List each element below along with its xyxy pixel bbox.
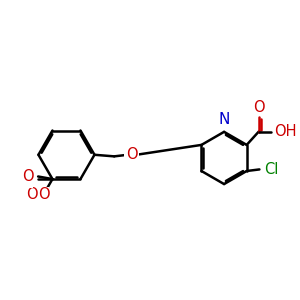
Text: Cl: Cl [264, 162, 279, 177]
Text: O: O [22, 169, 33, 184]
Text: O: O [26, 187, 38, 202]
Text: O: O [253, 100, 265, 115]
Text: N: N [218, 112, 230, 127]
Text: OH: OH [274, 124, 297, 139]
Text: O: O [20, 172, 31, 187]
Text: O: O [38, 187, 49, 202]
Text: O: O [126, 147, 137, 162]
